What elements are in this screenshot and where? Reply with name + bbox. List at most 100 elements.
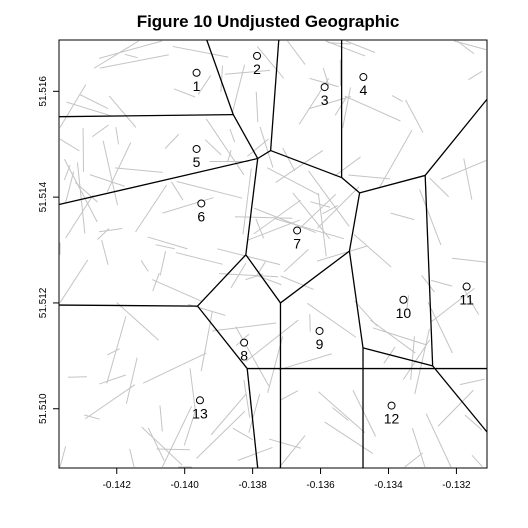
street-line [161, 406, 193, 468]
street-line [316, 186, 360, 229]
street-line [282, 147, 296, 172]
voronoi-edge [197, 254, 247, 307]
voronoi-edge [270, 149, 342, 179]
street-line [267, 167, 320, 196]
street-line [107, 348, 120, 356]
street-line [79, 94, 109, 110]
voronoi-edge [245, 158, 259, 255]
point-marker [293, 226, 302, 235]
street-line [99, 374, 126, 385]
street-line [345, 40, 376, 53]
street-line [342, 87, 351, 128]
street-line [404, 452, 423, 468]
street-line [229, 128, 236, 143]
street-line [64, 159, 98, 223]
point-marker [387, 401, 396, 410]
street-line [308, 170, 350, 227]
axes: -0.142 -0.140 -0.138 -0.136 -0.134 -0.132 51.5… [38, 76, 471, 491]
street-line [99, 228, 123, 233]
point-marker [240, 338, 249, 347]
street-line [176, 180, 243, 199]
street-line [419, 189, 442, 246]
x-tick-label: -0.140 [171, 480, 200, 491]
point-label: 6 [197, 208, 205, 224]
street-line [334, 156, 361, 177]
voronoi-edge [280, 250, 350, 304]
street-line [91, 124, 109, 138]
street-line [242, 168, 252, 235]
voronoi-edge [206, 39, 234, 115]
street-line [317, 192, 327, 257]
street-line [142, 352, 207, 384]
street-line [114, 167, 163, 173]
street-line [247, 138, 269, 157]
street-line [268, 438, 302, 449]
street-line [255, 261, 266, 278]
street-line [353, 233, 392, 268]
street-line [59, 138, 80, 152]
voronoi-edge [348, 192, 361, 252]
street-line [93, 40, 139, 69]
street-line [348, 174, 391, 180]
x-tick-label: -0.134 [374, 480, 403, 491]
street-line [156, 448, 190, 451]
street-line [259, 126, 274, 168]
street-line [230, 262, 247, 289]
street-line [101, 240, 109, 265]
street-line [453, 40, 487, 51]
point-marker [399, 295, 408, 304]
street-line [427, 301, 453, 354]
street-line [411, 428, 426, 468]
point-label: 13 [192, 405, 208, 421]
plot-frame [58, 39, 488, 469]
street-line [89, 174, 125, 187]
street-line [173, 88, 196, 98]
street-line [217, 248, 281, 266]
street-line [332, 407, 349, 421]
voronoi-edge [257, 150, 271, 160]
street-line [164, 133, 180, 149]
street-line [325, 40, 366, 57]
street-line [227, 149, 232, 162]
street-line [245, 319, 299, 362]
street-line [159, 405, 163, 432]
voronoi-edge [197, 305, 248, 369]
street-line [135, 184, 168, 233]
point-label: 8 [240, 348, 248, 364]
street-line [324, 421, 373, 454]
street-line [414, 328, 430, 395]
street-line [256, 46, 285, 79]
street-line [99, 54, 169, 69]
voronoi-edge [58, 304, 198, 307]
street-line [279, 435, 306, 468]
voronoi-edge [269, 39, 280, 151]
street-line [352, 389, 377, 437]
street-line [468, 70, 483, 81]
x-tick-label: -0.142 [103, 480, 132, 491]
point-marker [462, 282, 471, 291]
point-marker [197, 199, 206, 208]
point-marker [192, 144, 201, 153]
street-line [440, 160, 487, 180]
street-line [390, 212, 415, 221]
voronoi-edge [341, 177, 361, 194]
y-tick-label: 51.512 [38, 287, 49, 318]
street-line [59, 259, 89, 303]
street-map-background [59, 40, 487, 468]
voronoi-edge [359, 174, 426, 194]
street-line [106, 142, 132, 192]
street-line [322, 67, 330, 86]
x-tick-label: -0.136 [306, 480, 335, 491]
street-line [65, 171, 75, 204]
street-line [183, 411, 196, 446]
street-line [437, 389, 474, 427]
street-line [147, 236, 188, 250]
street-line [97, 228, 110, 240]
street-line [255, 218, 265, 239]
street-line [140, 260, 149, 272]
street-line [196, 410, 246, 459]
street-line [205, 118, 245, 176]
street-line [309, 77, 339, 88]
street-line [255, 91, 259, 123]
